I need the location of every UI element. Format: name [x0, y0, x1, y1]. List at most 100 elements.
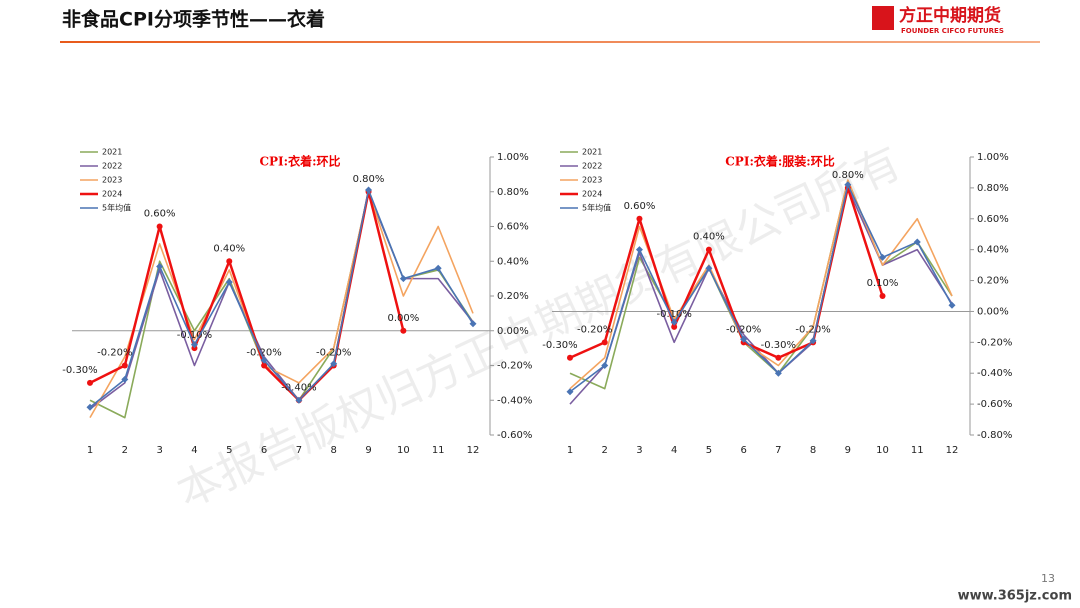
x-tick-label: 5 — [706, 445, 712, 456]
data-label: -0.20% — [795, 324, 830, 335]
x-tick-label: 10 — [397, 445, 410, 456]
x-tick-label: 12 — [467, 445, 480, 456]
point — [260, 356, 268, 364]
data-label: 0.40% — [213, 243, 245, 254]
x-tick-label: 2 — [122, 445, 128, 456]
x-tick-label: 9 — [845, 445, 851, 456]
legend-label: 2024 — [102, 190, 122, 199]
chart-title: CPI:衣着:环比 — [259, 154, 340, 169]
series-line — [569, 179, 953, 390]
point — [775, 354, 782, 361]
data-label: -0.30% — [761, 340, 796, 351]
x-tick-label: 3 — [636, 445, 642, 456]
point — [705, 264, 713, 272]
logo: 方正中期期货 — [899, 5, 1001, 26]
legend-label: 2021 — [102, 148, 122, 157]
point — [226, 258, 233, 265]
y-tick-label: -0.40% — [497, 395, 532, 406]
point — [879, 253, 887, 261]
point — [261, 362, 268, 369]
point — [879, 293, 886, 299]
point — [635, 246, 643, 254]
x-tick-label: 5 — [226, 445, 232, 456]
y-tick-label: 1.00% — [977, 152, 1009, 163]
x-tick-label: 4 — [191, 445, 197, 456]
y-tick-label: -0.20% — [497, 361, 532, 372]
data-label: -0.30% — [542, 340, 577, 351]
x-tick-label: 10 — [876, 445, 889, 456]
legend-label: 2022 — [102, 162, 122, 171]
y-tick-label: 0.60% — [497, 222, 529, 233]
data-label: 0.60% — [624, 201, 656, 212]
legend-label: 2023 — [102, 176, 122, 185]
point — [636, 215, 643, 222]
point — [601, 362, 609, 369]
point — [434, 264, 442, 272]
data-label: -0.20% — [246, 348, 281, 359]
data-label: 0.60% — [144, 209, 176, 220]
y-tick-label: -0.20% — [977, 337, 1012, 348]
series-line — [89, 189, 474, 408]
point — [121, 362, 128, 369]
y-tick-label: 0.20% — [497, 291, 529, 302]
point — [567, 354, 573, 361]
x-tick-label: 9 — [365, 445, 371, 456]
y-tick-label: 1.00% — [497, 152, 529, 163]
data-label: -0.20% — [97, 348, 132, 359]
y-tick-label: 0.20% — [977, 276, 1009, 287]
y-tick-label: 0.60% — [977, 214, 1009, 225]
point — [740, 335, 748, 343]
point — [670, 318, 678, 326]
y-tick-label: 0.40% — [977, 245, 1009, 256]
point — [87, 379, 93, 386]
point — [190, 341, 198, 349]
point — [295, 396, 303, 404]
point — [671, 323, 678, 330]
x-tick-label: 6 — [261, 445, 267, 456]
legend-label: 2023 — [582, 176, 602, 185]
x-tick-label: 11 — [432, 445, 445, 456]
data-label: 0.10% — [867, 278, 899, 289]
series-line — [89, 190, 474, 419]
y-tick-label: 0.40% — [497, 256, 529, 267]
point — [948, 301, 956, 309]
data-label: -0.20% — [726, 324, 761, 335]
data-label: 0.40% — [693, 232, 725, 243]
point — [601, 339, 608, 346]
data-label: -0.20% — [316, 348, 351, 359]
legend-label: 2024 — [582, 190, 602, 199]
y-tick-label: -0.60% — [497, 430, 532, 441]
x-tick-label: 1 — [567, 445, 573, 456]
series-line — [89, 190, 474, 410]
point — [469, 320, 477, 328]
data-label: 0.00% — [387, 313, 419, 324]
point — [809, 337, 817, 345]
x-tick-label: 1 — [87, 445, 93, 456]
x-tick-label: 6 — [740, 445, 746, 456]
point — [774, 369, 782, 377]
x-tick-label: 8 — [331, 445, 337, 456]
y-tick-label: 0.00% — [497, 326, 529, 337]
series-line — [569, 184, 953, 393]
point — [399, 275, 407, 283]
data-label: -0.10% — [177, 330, 212, 341]
site: www.365jz.com — [958, 589, 1072, 604]
point — [225, 278, 233, 286]
legend-label: 5年均值 — [102, 203, 131, 213]
chart-title: CPI:衣着:服装:环比 — [725, 154, 834, 169]
x-tick-label: 12 — [946, 445, 959, 456]
y-tick-label: 0.80% — [497, 187, 529, 198]
point — [121, 375, 129, 383]
x-tick-label: 7 — [296, 445, 302, 456]
data-label: 0.80% — [832, 170, 864, 181]
point — [156, 262, 164, 270]
legend-label: 2022 — [582, 162, 602, 171]
point — [844, 181, 852, 189]
point — [156, 223, 163, 230]
data-label: -0.20% — [577, 324, 612, 335]
x-tick-label: 11 — [911, 445, 924, 456]
series-line — [89, 190, 405, 402]
point — [566, 388, 574, 396]
